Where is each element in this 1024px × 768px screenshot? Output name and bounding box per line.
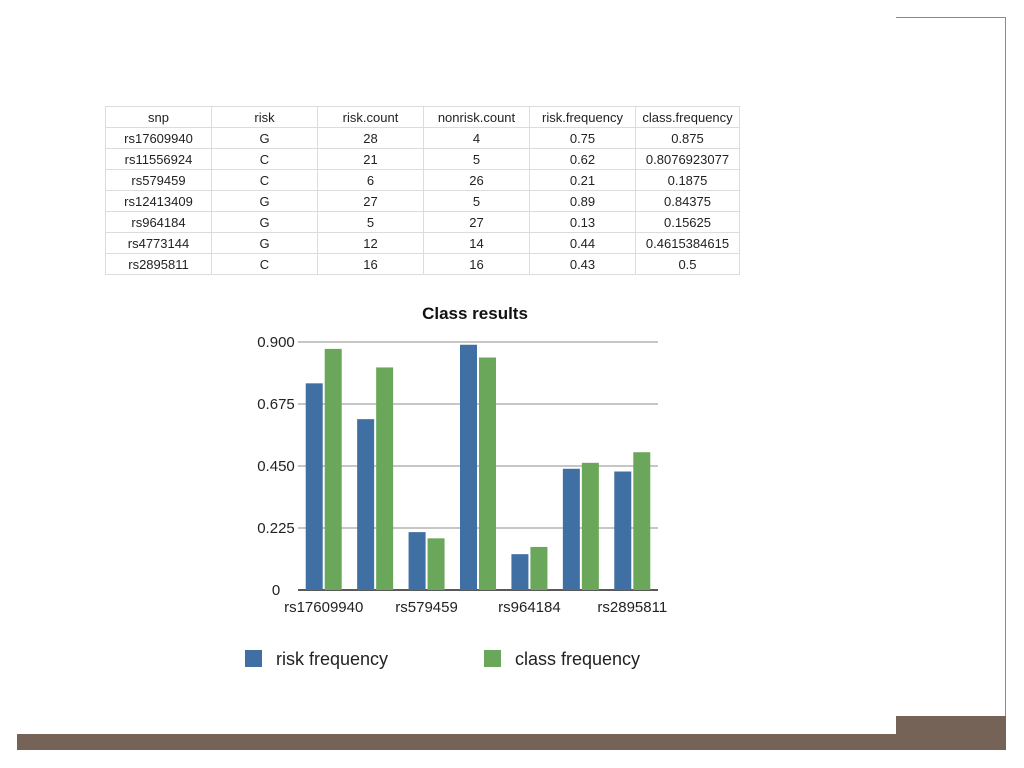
legend-swatch [245, 650, 262, 667]
bar-risk-frequency-rs11556924 [357, 419, 375, 590]
chart-x-axis-ticks: rs17609940 rs579459 rs964184 rs2895811 [284, 599, 667, 616]
bar-class-frequency-rs579459 [427, 538, 445, 590]
chart-bars [305, 344, 651, 590]
legend-label: risk frequency [276, 649, 388, 669]
y-tick-label: 0.450 [257, 458, 295, 475]
x-tick-label: rs17609940 [284, 599, 363, 616]
bar-class-frequency-rs964184 [530, 546, 548, 590]
table-row: rs11556924 C 21 5 0.62 0.8076923077 [105, 148, 740, 170]
class-frequency-cell: 0.5 [635, 253, 740, 275]
bar-class-frequency-rs17609940 [324, 348, 342, 590]
snp-cell: rs12413409 [105, 190, 212, 212]
chart-y-axis-ticks: 0 0.225 0.450 0.675 0.900 [257, 334, 295, 599]
risk-frequency-cell: 0.89 [529, 190, 636, 212]
x-tick-label: rs579459 [395, 599, 458, 616]
bar-risk-frequency-rs579459 [408, 532, 426, 590]
y-tick-label: 0.225 [257, 520, 295, 537]
x-tick-label: rs2895811 [597, 599, 667, 616]
legend-swatch [484, 650, 501, 667]
slide-footer-strip [17, 734, 897, 750]
risk-count-cell: 21 [317, 148, 424, 170]
x-tick-label: rs964184 [498, 599, 561, 616]
snp-cell: rs17609940 [105, 127, 212, 149]
snp-cell: rs964184 [105, 211, 212, 233]
risk-frequency-cell: 0.21 [529, 169, 636, 191]
table-body: rs17609940 G 28 4 0.75 0.875 rs11556924 C 21 5 0.6… [105, 127, 740, 275]
class-frequency-cell: 0.4615384615 [635, 232, 740, 254]
legend-label: class frequency [515, 649, 640, 669]
class-frequency-cell: 0.875 [635, 127, 740, 149]
chart-gridlines [298, 341, 658, 591]
y-tick-label: 0 [272, 582, 280, 599]
class-frequency-cell: 0.1875 [635, 169, 740, 191]
nonrisk-count-cell: 16 [423, 253, 530, 275]
chart-title: Class results [422, 304, 528, 323]
class-frequency-cell: 0.15625 [635, 211, 740, 233]
bar-class-frequency-rs4773144 [581, 462, 599, 590]
snp-data-table: snp risk risk.count nonrisk.count risk.f… [105, 106, 740, 275]
bar-risk-frequency-rs12413409 [460, 344, 477, 590]
risk-frequency-cell: 0.75 [529, 127, 636, 149]
y-tick-label: 0.675 [257, 396, 295, 413]
bar-risk-frequency-rs964184 [511, 554, 529, 590]
chart-legend: risk frequency class frequency [245, 649, 640, 669]
bar-risk-frequency-rs2895811 [614, 471, 632, 590]
table-row: rs12413409 G 27 5 0.89 0.84375 [105, 190, 740, 212]
table-header-row: snp risk risk.count nonrisk.count risk.f… [105, 106, 740, 128]
bar-risk-frequency-rs4773144 [562, 468, 580, 590]
risk-frequency-cell: 0.62 [529, 148, 636, 170]
table-row: rs4773144 G 12 14 0.44 0.4615384615 [105, 232, 740, 254]
bar-class-frequency-rs2895811 [633, 452, 651, 590]
slide-footer-block [896, 716, 1006, 750]
slide-frame-top-line [896, 17, 1006, 18]
snp-cell: rs2895811 [105, 253, 212, 275]
bar-class-frequency-rs11556924 [376, 367, 394, 590]
table-row: rs2895811 C 16 16 0.43 0.5 [105, 253, 740, 275]
column-header-risk: risk [211, 106, 318, 128]
risk-cell: C [211, 253, 318, 275]
bar-risk-frequency-rs17609940 [305, 383, 323, 590]
table-row: rs579459 C 6 26 0.21 0.1875 [105, 169, 740, 191]
slide-frame-right-line [1005, 17, 1006, 735]
class-frequency-cell: 0.8076923077 [635, 148, 740, 170]
y-tick-label: 0.900 [257, 334, 295, 351]
bar-class-frequency-rs12413409 [479, 357, 496, 590]
